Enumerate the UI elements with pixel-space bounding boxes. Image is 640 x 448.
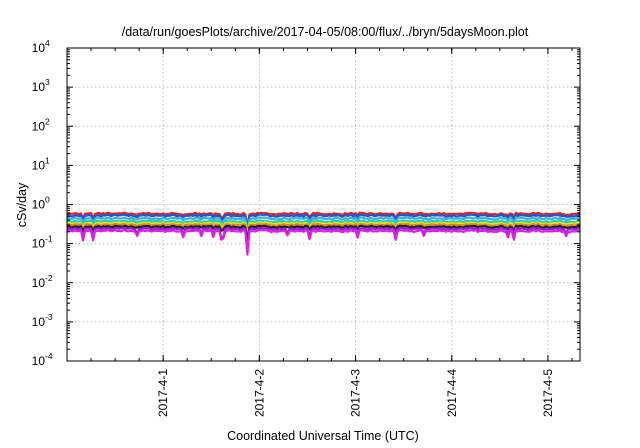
chart-title: /data/run/goesPlots/archive/2017-04-05/0… — [122, 25, 529, 39]
y-axis-label: cSv/day — [15, 182, 29, 227]
y-tick-base: 10 — [32, 315, 46, 329]
y-tick-label: 10 — [32, 158, 46, 172]
y-tick-base: 10 — [32, 119, 46, 133]
y-tick-exponent: 1 — [45, 155, 50, 165]
y-tick-label: 10 — [32, 315, 46, 329]
y-tick-base: 10 — [32, 198, 46, 212]
y-tick-base: 10 — [32, 237, 46, 251]
y-tick-label: 10 — [32, 198, 46, 212]
y-tick-label: 10 — [32, 237, 46, 251]
x-tick-label: 2017-4-2 — [252, 369, 266, 417]
x-tick-label: 2017-4-1 — [156, 369, 170, 417]
y-tick-exponent: -2 — [45, 273, 53, 283]
y-tick-exponent: 3 — [45, 77, 50, 87]
y-tick-exponent: 4 — [45, 38, 50, 48]
y-tick-exponent: 0 — [45, 195, 50, 205]
y-tick-label: 10 — [32, 80, 46, 94]
series-line — [66, 213, 581, 231]
series-line — [66, 228, 581, 256]
y-tick-exponent: -1 — [45, 234, 53, 244]
y-tick-base: 10 — [32, 354, 46, 368]
y-tick-label: 10 — [32, 119, 46, 133]
y-tick-base: 10 — [32, 158, 46, 172]
y-tick-exponent: -3 — [45, 312, 53, 322]
x-tick-label: 2017-4-3 — [349, 369, 363, 417]
y-tick-exponent: -4 — [45, 351, 53, 361]
series-line — [66, 226, 581, 253]
y-tick-base: 10 — [32, 41, 46, 55]
x-tick-label: 2017-4-4 — [445, 369, 459, 417]
x-tick-label: 2017-4-5 — [541, 369, 555, 417]
y-tick-base: 10 — [32, 276, 46, 290]
series-line — [66, 216, 580, 233]
y-tick-label: 10 — [32, 276, 46, 290]
series-line — [66, 211, 581, 229]
grid — [67, 48, 580, 361]
series-lines — [66, 211, 581, 256]
y-tick-label: 10 — [32, 41, 46, 55]
y-tick-exponent: 2 — [45, 116, 50, 126]
y-tick-base: 10 — [32, 80, 46, 94]
series-line — [66, 219, 581, 236]
series-line — [66, 224, 581, 242]
x-axis-label: Coordinated Universal Time (UTC) — [227, 429, 419, 443]
series-line — [66, 221, 581, 238]
series-line — [66, 222, 580, 240]
y-tick-label: 10 — [32, 354, 46, 368]
